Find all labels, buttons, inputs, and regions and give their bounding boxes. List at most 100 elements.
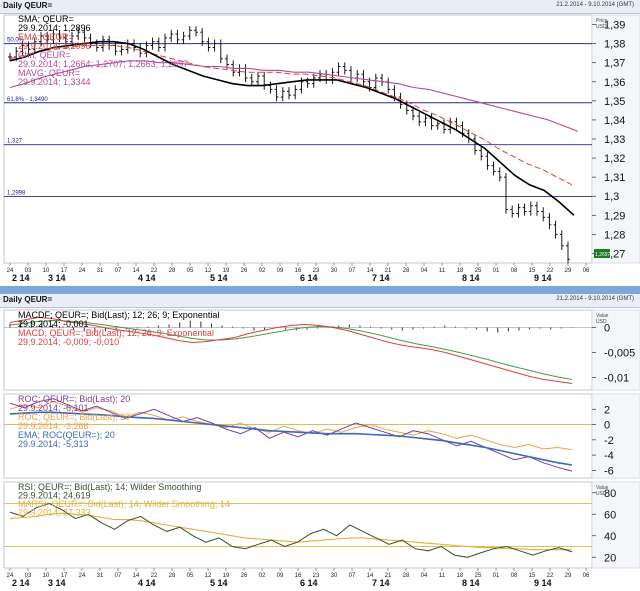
y-tick-label: 1,35 — [604, 96, 625, 108]
level-label: 61,8% - 1,3490 — [7, 97, 48, 103]
x-tick-label: 04 — [421, 268, 428, 274]
legend-entry: EMA; QEUR= — [18, 32, 74, 42]
x-tick-label: 22 — [151, 268, 158, 274]
y-tick-label: 2 — [604, 404, 610, 416]
legend-entry: MACD; QEUR=; Bid(Last); 12; 26; 9; Expon… — [18, 328, 214, 338]
y-tick-label: -0,005 — [604, 348, 635, 360]
x-tick-label: 22 — [547, 573, 554, 579]
unit-label: USD — [596, 24, 607, 30]
x-tick-label: 14 — [367, 268, 374, 274]
y-tick-label: 1,36 — [604, 77, 625, 89]
legend-value: 29.9.2014; 1,2896 — [18, 23, 91, 33]
x-tick-label: 02 — [259, 268, 266, 274]
unit-label: Value — [596, 313, 609, 319]
rsi-line — [9, 502, 573, 558]
x-tick-label: 07 — [115, 268, 122, 274]
x-tick-label: 07 — [349, 268, 356, 274]
y-tick-label: 80 — [604, 488, 616, 500]
month-label: 7 14 — [372, 578, 390, 588]
level-label: 1,327 — [7, 139, 23, 145]
level-label: 1,2998 — [7, 191, 26, 197]
top-window-date-range: 21.2.2014 - 9.10.2014 (GMT) — [556, 2, 634, 8]
legend-value: 29.9.2014; 1,3344 — [18, 77, 91, 87]
marsi-line — [9, 512, 572, 551]
x-tick-label: 12 — [205, 268, 212, 274]
x-tick-label: 24 — [7, 268, 14, 274]
x-tick-label: 28 — [169, 268, 176, 274]
last-price-badge-label: 1,2697 — [595, 252, 611, 258]
x-tick-label: 15 — [529, 573, 536, 579]
x-tick-label: 31 — [97, 573, 104, 579]
mavg-line — [9, 60, 579, 132]
x-tick-label: 24 — [79, 573, 86, 579]
x-tick-label: 03 — [25, 268, 32, 274]
last-price-badge — [594, 249, 610, 259]
x-tick-label: 17 — [61, 268, 68, 274]
legend-entry: EMA; ROC(QEUR=); 20 — [18, 430, 115, 440]
x-tick-label: 09 — [277, 573, 284, 579]
x-tick-label: 01 — [493, 268, 500, 274]
month-label: 8 14 — [462, 578, 480, 588]
roc-line — [9, 398, 573, 472]
y-tick-label: 1,31 — [604, 172, 625, 184]
legend-value: 29.9.2014; 1,2996 — [18, 41, 91, 51]
bottom-window-date-range: 21.2.2014 - 9.10.2014 (GMT) — [556, 296, 634, 302]
x-tick-label: 29 — [565, 268, 572, 274]
x-tick-label: 25 — [475, 573, 482, 579]
y-tick-label: 1,32 — [604, 153, 625, 165]
x-tick-label: 04 — [421, 573, 428, 579]
legend-value: 29.9.2014; -0,001 — [18, 319, 89, 329]
x-tick-label: 17 — [61, 573, 68, 579]
x-tick-label: 14 — [367, 573, 374, 579]
unit-label: USD — [596, 319, 607, 325]
legend-entry: Chn; QEUR= — [18, 50, 71, 60]
legend-value: 29.9.2014; 24,619 — [18, 491, 91, 501]
x-tick-label: 09 — [277, 268, 284, 274]
x-tick-label: 03 — [25, 573, 32, 579]
legend-entry: ROC; QEUR=; Bid(Last); 20 — [18, 412, 130, 422]
legend-entry: MAVG; QEUR= — [18, 68, 80, 78]
x-tick-label: 12 — [205, 573, 212, 579]
panel-frame — [3, 309, 593, 391]
window-separator — [0, 286, 640, 294]
price-chart[interactable]: 1,39 1,38 1,37 1,36 1,35 1,34 1,33 1,32 1,31 1,3 1… — [0, 13, 640, 285]
x-tick-label: 08 — [511, 268, 518, 274]
legend-value: 29.9.2014; 1,2664; 1,2707; 1,2663; 1,269… — [18, 59, 188, 69]
y-tick-label: 40 — [604, 531, 616, 543]
x-tick-label: 30 — [331, 268, 338, 274]
x-tick-label: 02 — [259, 573, 266, 579]
y-tick-label: 0 — [604, 420, 610, 432]
value-axis-bg — [591, 14, 640, 264]
x-tick-label: 18 — [457, 573, 464, 579]
x-tick-label: 06 — [583, 573, 590, 579]
month-label: 3 14 — [48, 578, 66, 588]
month-label: 3 14 — [48, 273, 66, 283]
x-tick-label: 24 — [79, 268, 86, 274]
legend-entry: ROC; QEUR=; Bid(Last); 20 — [18, 394, 130, 404]
roc-avg-line — [9, 401, 573, 451]
bottom-window-title: Daily QEUR= — [3, 295, 53, 304]
x-tick-label: 21 — [385, 573, 392, 579]
x-tick-label: 26 — [241, 268, 248, 274]
bottom-window-titlebar: Daily QEUR= 21.2.2014 - 9.10.2014 (GMT) — [0, 294, 640, 308]
x-tick-label: 29 — [565, 573, 572, 579]
x-tick-label: 16 — [295, 573, 302, 579]
month-label: 2 14 — [12, 273, 30, 283]
y-tick-label: -4 — [604, 450, 614, 462]
month-label: 8 14 — [462, 273, 480, 283]
value-axis-bg — [591, 309, 640, 391]
ema-roc-line — [9, 411, 573, 466]
month-label: 6 14 — [300, 578, 318, 588]
panel-frame — [3, 481, 593, 569]
legend-value: 29.9.2014; -6,101 — [18, 403, 89, 413]
legend-value: 29.9.2014; 27,333 — [18, 508, 91, 518]
x-tick-label: 16 — [295, 268, 302, 274]
level-label: 50,0% — [7, 38, 25, 44]
legend-value: 29.9.2014; -3,268 — [18, 421, 89, 431]
x-tick-label: 22 — [151, 573, 158, 579]
y-tick-label: 1,29 — [604, 210, 625, 222]
unit-label: USD — [596, 491, 607, 497]
x-tick-label: 24 — [7, 573, 14, 579]
legend-entry: SMA; QEUR= — [18, 14, 74, 24]
